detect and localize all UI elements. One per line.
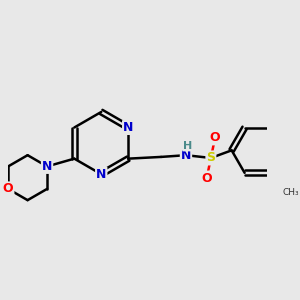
Text: N: N	[96, 168, 106, 181]
Text: H: H	[183, 140, 192, 151]
Text: N: N	[181, 149, 191, 162]
Text: CH₃: CH₃	[282, 188, 299, 197]
Text: O: O	[3, 182, 13, 195]
Text: O: O	[201, 172, 212, 184]
Text: O: O	[210, 131, 220, 144]
Text: N: N	[123, 121, 134, 134]
Text: S: S	[206, 152, 215, 164]
Text: N: N	[42, 160, 52, 173]
